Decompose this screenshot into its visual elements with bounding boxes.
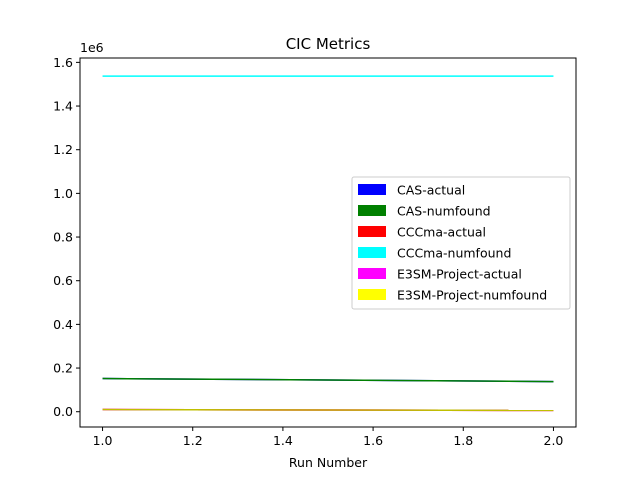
legend-swatch: [358, 268, 386, 279]
y-tick-label: 0.6: [53, 273, 73, 288]
x-tick-label: 1.0: [93, 433, 113, 448]
y-tick-label: 0.4: [53, 317, 73, 332]
legend-label: E3SM-Project-numfound: [397, 288, 547, 303]
x-tick-label: 1.6: [363, 433, 383, 448]
y-tick-label: 0.8: [53, 230, 73, 245]
axes: 1.0 1.2 1.4 1.6 1.8 2.0 0.0 0.2 0.4 0.6 0.8 1.0 1.2 1…: [53, 55, 563, 448]
legend: CAS-actual CAS-numfound CCCma-actual CCCma-…: [351, 176, 571, 310]
legend-swatch: [358, 247, 386, 258]
x-tick-label: 1.4: [273, 433, 293, 448]
x-axis-label: Run Number: [289, 455, 368, 470]
legend-label: CCCma-numfound: [397, 246, 511, 261]
legend-label: E3SM-Project-actual: [397, 267, 522, 282]
y-tick-label: 1.2: [53, 142, 73, 157]
plot-frame: [79, 57, 577, 428]
plot-area: [102, 75, 554, 412]
legend-swatch: [358, 226, 386, 237]
x-tick-label: 2.0: [544, 433, 564, 448]
x-tick-label: 1.2: [183, 433, 203, 448]
legend-swatch: [358, 289, 386, 300]
legend-swatch: [358, 184, 386, 195]
legend-swatch: [358, 205, 386, 216]
chart-title: CIC Metrics: [286, 35, 371, 53]
y-offset-label: 1e6: [80, 40, 104, 55]
x-tick-label: 1.8: [453, 433, 473, 448]
legend-label: CAS-actual: [397, 183, 465, 198]
legend-label: CCCma-actual: [397, 225, 486, 240]
series-line-e3sm-project-numfound: [102, 408, 554, 412]
y-tick-label: 1.6: [53, 55, 73, 70]
y-tick-label: 1.4: [53, 99, 73, 114]
y-tick-label: 0.2: [53, 361, 73, 376]
legend-label: CAS-numfound: [397, 204, 491, 219]
y-tick-label: 1.0: [53, 186, 73, 201]
y-tick-label: 0.0: [53, 404, 73, 419]
series-line-cas-numfound: [102, 377, 554, 383]
legend-box: [351, 176, 571, 310]
